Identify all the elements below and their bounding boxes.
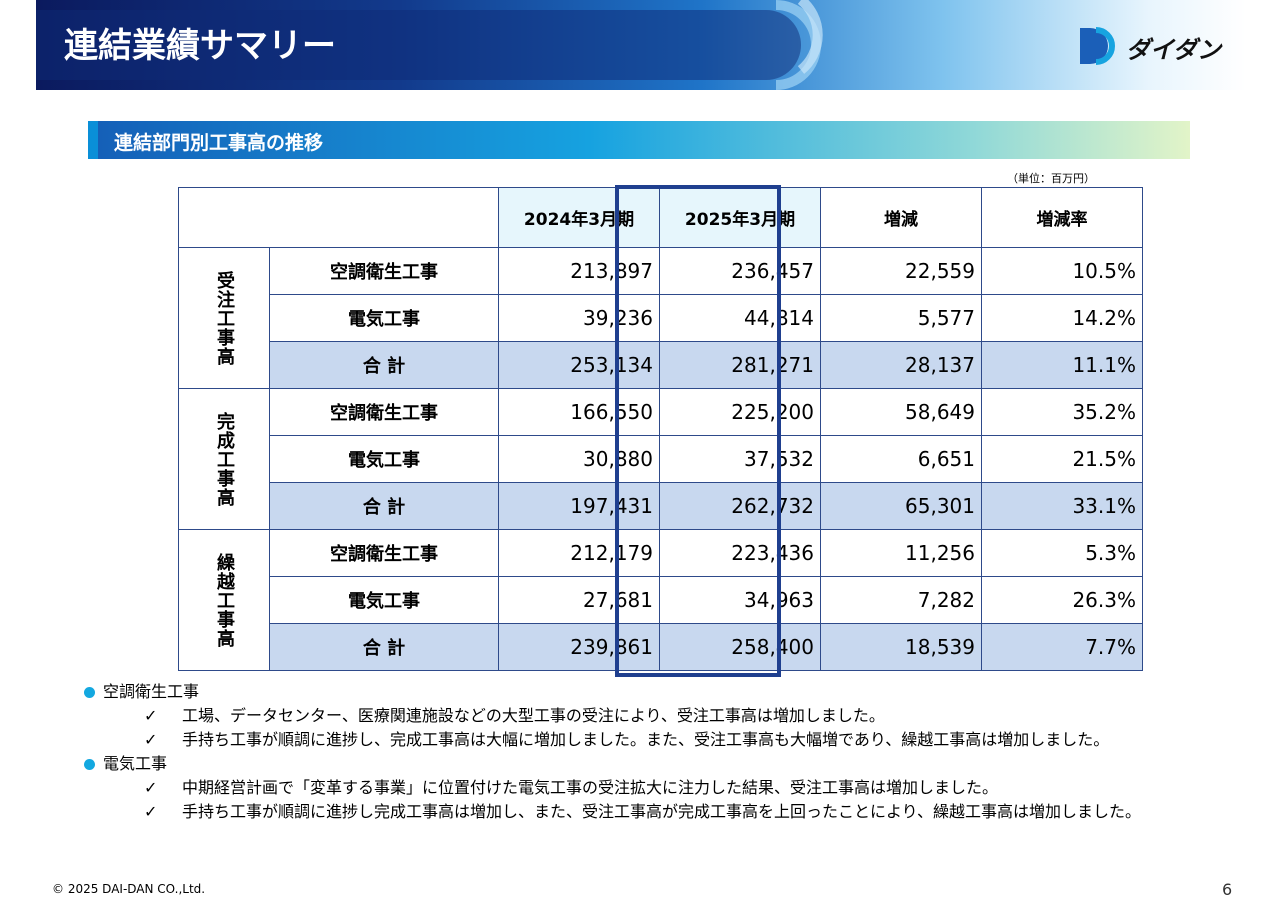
unit: （単位：百万円） [1007, 172, 1095, 185]
cell: 258,400 [659, 623, 821, 671]
section-bar [88, 121, 1190, 159]
row-label: 空調衛生工事 [269, 247, 499, 295]
cell: 239,861 [498, 623, 660, 671]
table-row: 合 計 253,134 281,271 28,137 11.1% [179, 341, 1143, 389]
cell: 35.2% [981, 388, 1143, 436]
title: 連結業績サマリー [64, 26, 336, 66]
heading-text: 空調衛生工事 [103, 682, 200, 701]
check: ✓ [144, 730, 158, 749]
cell: 58,649 [820, 388, 982, 436]
cell: 7.7% [981, 623, 1143, 671]
table-row: 電気工事 27,681 34,963 7,282 26.3% [179, 576, 1143, 624]
cell: 166,550 [498, 388, 660, 436]
bullet [84, 686, 95, 698]
cell: 28,137 [820, 341, 982, 389]
row-label: 空調衛生工事 [269, 388, 499, 436]
note-item: ✓ 手持ち工事が順調に進捗し完成工事高は増加し、また、受注工事高が完成工事高を上回… [144, 800, 1194, 824]
header-row: 2024年3月期 2025年3月期 増減 増減率 [178, 187, 1143, 248]
group-label: 受注工事高 [178, 247, 270, 389]
row-label: 合 計 [269, 623, 499, 671]
note-item: ✓ 中期経営計画で「変革する事業」に位置付けた電気工事の受注拡大に注力した結果、受… [144, 776, 1194, 800]
cell: 18,539 [820, 623, 982, 671]
row-label: 合 計 [269, 482, 499, 530]
row-label: 合 計 [269, 341, 499, 389]
cell: 33.1% [981, 482, 1143, 530]
row-label: 空調衛生工事 [269, 529, 499, 577]
table-row: 受注工事高 空調衛生工事 213,897 236,457 22,559 10.5% [178, 247, 1143, 389]
cell: 5.3% [981, 529, 1143, 577]
table: 2024年3月期 2025年3月期 増減 増減率 受注工事高 空調衛生工事 213,897 2… [178, 187, 1143, 671]
check: ✓ [144, 778, 158, 797]
note-heading: 空調衛生工事 [84, 680, 1194, 704]
cell: 11,256 [820, 529, 982, 577]
logo-mark [1080, 27, 1115, 65]
page-number: 6 [1222, 880, 1233, 899]
column-header: 増減率 [981, 187, 1143, 248]
header-band [36, 0, 1246, 90]
cell: 281,271 [659, 341, 821, 389]
row-label: 電気工事 [269, 294, 499, 342]
check: ✓ [144, 706, 158, 725]
item-text: 手持ち工事が順調に進捗し、完成工事高は大幅に増加しました。また、受注工事高も大幅… [182, 730, 1110, 749]
heading-text: 電気工事 [103, 754, 168, 773]
cell: 10.5% [981, 247, 1143, 295]
cell: 39,236 [498, 294, 660, 342]
copyright: © 2025 DAI-DAN CO.,Ltd. [52, 882, 206, 896]
section-title: 連結部門別工事高の推移 [114, 132, 324, 154]
row-label: 電気工事 [269, 435, 499, 483]
cell: 21.5% [981, 435, 1143, 483]
table-row: 電気工事 39,236 44,814 5,577 14.2% [179, 294, 1143, 342]
group-label: 完成工事高 [178, 388, 270, 530]
item-text: 手持ち工事が順調に進捗し完成工事高は増加し、また、受注工事高が完成工事高を上回っ… [182, 802, 1142, 821]
cell: 236,457 [659, 247, 821, 295]
header-deco [36, 0, 823, 90]
cell: 14.2% [981, 294, 1143, 342]
column-header: 増減 [820, 187, 982, 248]
bullet [84, 758, 95, 770]
item-text: 工場、データセンター、医療関連施設などの大型工事の受注により、受注工事高は増加し… [182, 706, 885, 725]
check: ✓ [144, 802, 158, 821]
column-header: 2025年3月期 [659, 187, 821, 248]
row-label: 電気工事 [269, 576, 499, 624]
notes: 空調衛生工事 ✓ 工場、データセンター、医療関連施設などの大型工事の受注により、受注… [84, 680, 1194, 824]
cell: 26.3% [981, 576, 1143, 624]
cell: 262,732 [659, 482, 821, 530]
note-item: ✓ 手持ち工事が順調に進捗し、完成工事高は大幅に増加しました。また、受注工事高も大… [144, 728, 1194, 752]
group-label: 繰越工事高 [178, 529, 270, 671]
cell: 7,282 [820, 576, 982, 624]
logo-text: ダイダン [1126, 36, 1222, 64]
table-row: 完成工事高 空調衛生工事 166,550 225,200 58,649 35.2% [178, 388, 1143, 530]
note-item: ✓ 工場、データセンター、医療関連施設などの大型工事の受注により、受注工事高は増加… [144, 704, 1194, 728]
table-row: 合 計 197,431 262,732 65,301 33.1% [179, 482, 1143, 530]
note-heading: 電気工事 [84, 752, 1194, 776]
cell: 225,200 [659, 388, 821, 436]
table-row: 合 計 239,861 258,400 18,539 7.7% [179, 623, 1143, 671]
cell: 22,559 [820, 247, 982, 295]
item-text: 中期経営計画で「変革する事業」に位置付けた電気工事の受注拡大に注力した結果、受注… [182, 778, 999, 797]
column-header: 2024年3月期 [498, 187, 660, 248]
cell: 11.1% [981, 341, 1143, 389]
cell: 5,577 [820, 294, 982, 342]
cell: 213,897 [498, 247, 660, 295]
cell: 37,532 [659, 435, 821, 483]
corner-cell [178, 187, 499, 248]
cell: 65,301 [820, 482, 982, 530]
cell: 212,179 [498, 529, 660, 577]
cell: 6,651 [820, 435, 982, 483]
table-row: 繰越工事高 空調衛生工事 212,179 223,436 11,256 5.3% [178, 529, 1143, 671]
highlight-frame [615, 185, 781, 677]
